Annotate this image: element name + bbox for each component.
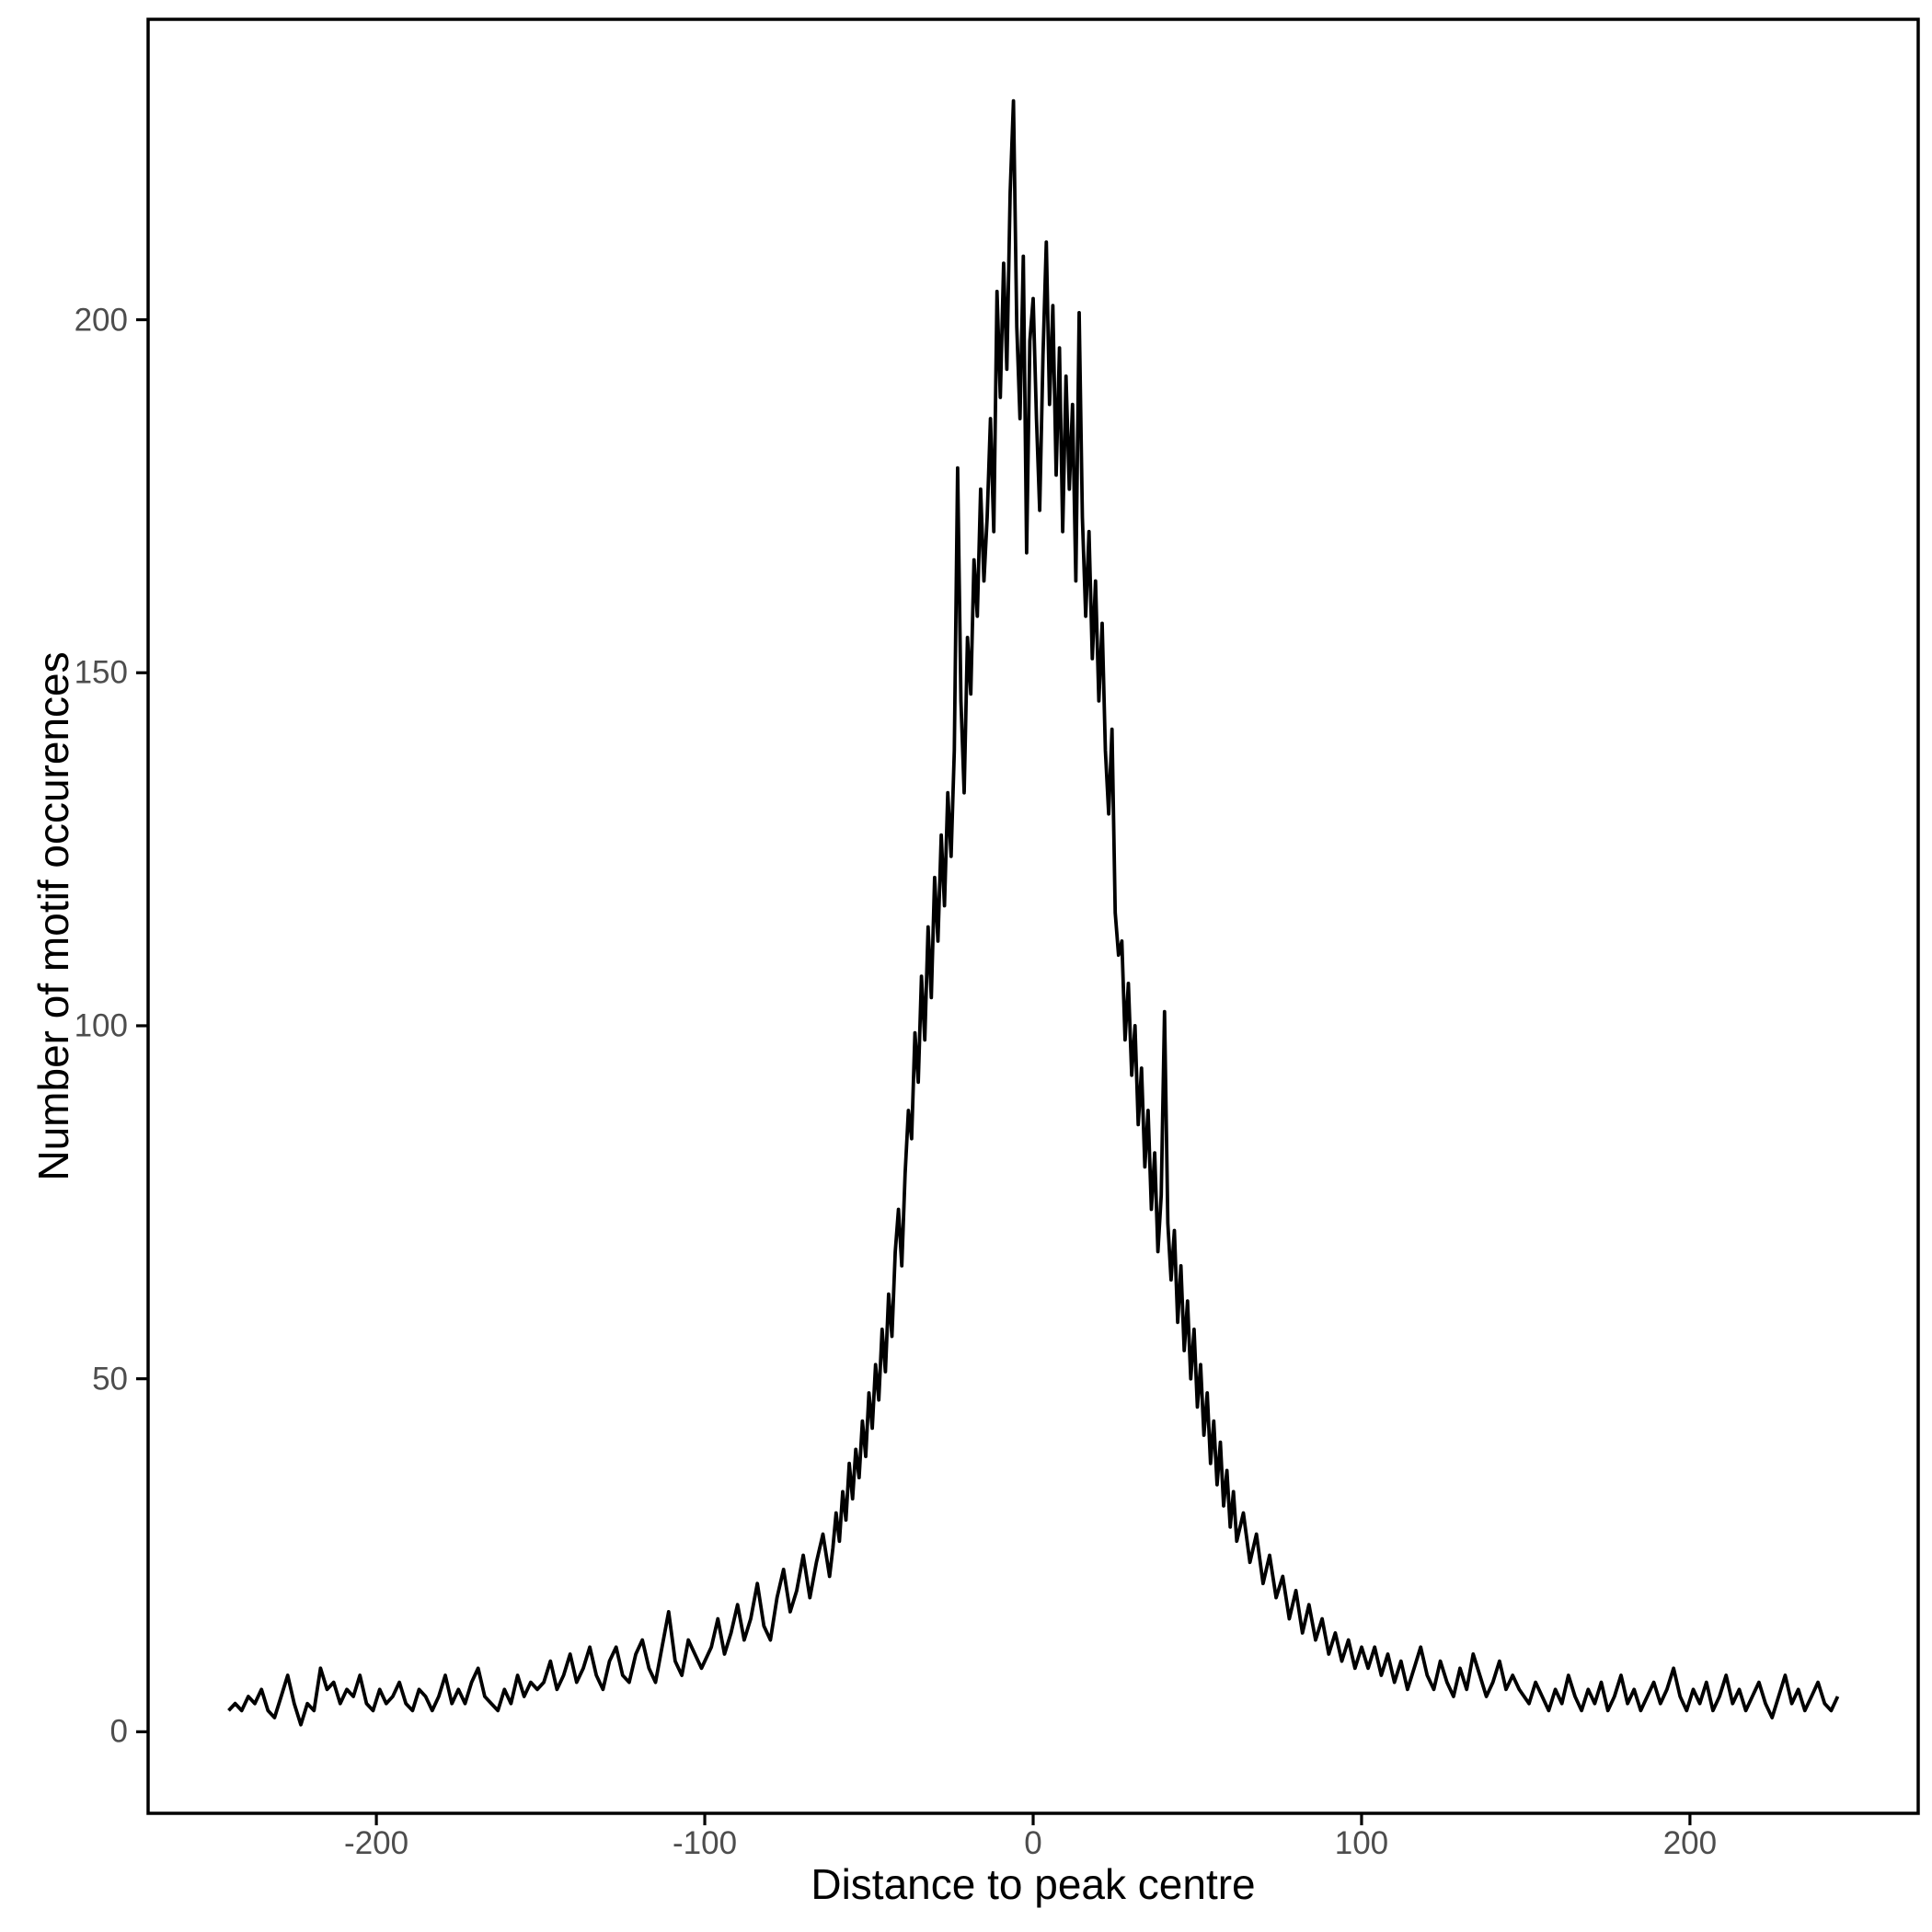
x-tick-label: 0 [1024,1825,1042,1861]
x-tick-label: -100 [673,1825,738,1861]
y-axis-title: Number of motif occurences [29,651,77,1181]
y-tick-label: 0 [109,1713,128,1750]
x-tick-label: 100 [1334,1825,1389,1861]
x-tick-label: 200 [1662,1825,1718,1861]
y-tick-label: 100 [74,1007,128,1044]
panel-border [146,17,1920,1815]
x-axis-title: Distance to peak centre [811,1860,1256,1908]
data-line [227,98,1840,1727]
y-tick-label: 150 [74,654,128,691]
x-tick-label: -200 [344,1825,409,1861]
y-tick-label: 200 [74,302,128,339]
y-tick-label: 50 [92,1361,128,1397]
